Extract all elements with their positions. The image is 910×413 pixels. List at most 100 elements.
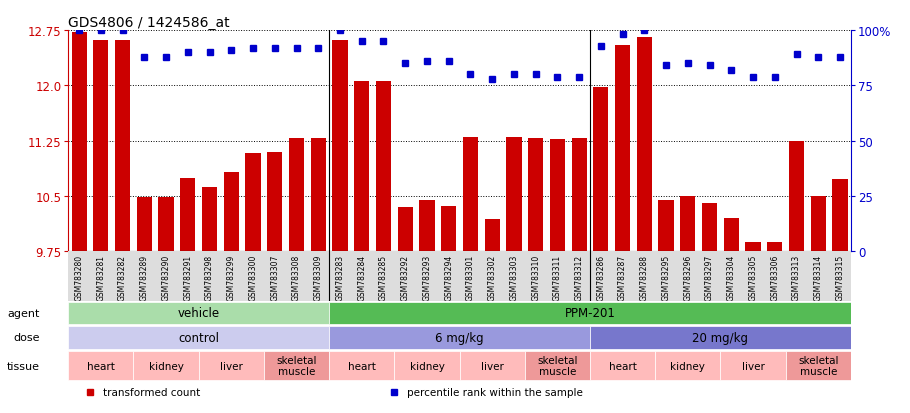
- Bar: [332, 40, 348, 252]
- Bar: [528, 139, 543, 252]
- Bar: [198, 351, 264, 380]
- Text: GSM783297: GSM783297: [705, 254, 714, 300]
- Bar: [136, 198, 152, 252]
- Bar: [785, 351, 851, 380]
- Text: 6 mg/kg: 6 mg/kg: [435, 331, 484, 344]
- Text: GSM783296: GSM783296: [683, 254, 693, 300]
- Bar: [460, 351, 525, 380]
- Bar: [115, 40, 130, 252]
- Text: agent: agent: [7, 308, 40, 318]
- Bar: [789, 141, 804, 252]
- Text: liver: liver: [480, 361, 503, 371]
- Text: GDS4806 / 1424586_at: GDS4806 / 1424586_at: [68, 16, 230, 30]
- Text: GSM783299: GSM783299: [227, 254, 236, 300]
- Bar: [593, 88, 609, 252]
- Text: GSM783284: GSM783284: [358, 254, 366, 300]
- Bar: [93, 40, 108, 252]
- Text: GSM783292: GSM783292: [400, 254, 410, 300]
- Text: GSM783287: GSM783287: [618, 254, 627, 300]
- Text: GSM783304: GSM783304: [727, 254, 736, 300]
- Text: tissue: tissue: [7, 361, 40, 371]
- Bar: [484, 219, 500, 252]
- Text: kidney: kidney: [148, 361, 184, 371]
- Text: GSM783310: GSM783310: [531, 254, 541, 300]
- Text: GSM783303: GSM783303: [510, 254, 519, 300]
- Text: GSM783308: GSM783308: [292, 254, 301, 300]
- Text: kidney: kidney: [671, 361, 705, 371]
- Bar: [310, 139, 326, 252]
- Bar: [264, 351, 329, 380]
- Text: control: control: [178, 331, 219, 344]
- Text: GSM783290: GSM783290: [162, 254, 170, 300]
- Bar: [637, 38, 652, 252]
- Text: GSM783309: GSM783309: [314, 254, 323, 300]
- Text: GSM783302: GSM783302: [488, 254, 497, 300]
- Bar: [702, 204, 717, 252]
- Bar: [441, 206, 456, 252]
- Text: GSM783305: GSM783305: [749, 254, 757, 300]
- Bar: [68, 326, 329, 349]
- Bar: [268, 152, 282, 252]
- Bar: [246, 154, 260, 252]
- Bar: [615, 46, 631, 252]
- Text: GSM783315: GSM783315: [835, 254, 844, 300]
- Text: liver: liver: [220, 361, 243, 371]
- Bar: [68, 351, 134, 380]
- Text: GSM783285: GSM783285: [379, 254, 388, 300]
- Text: GSM783288: GSM783288: [640, 254, 649, 300]
- Bar: [767, 242, 783, 252]
- Text: GSM783295: GSM783295: [662, 254, 671, 300]
- Text: kidney: kidney: [410, 361, 444, 371]
- Text: GSM783298: GSM783298: [205, 254, 214, 300]
- Bar: [550, 140, 565, 252]
- Text: PPM-201: PPM-201: [564, 307, 615, 320]
- Text: GSM783312: GSM783312: [574, 254, 583, 300]
- Text: GSM783289: GSM783289: [140, 254, 149, 300]
- Text: skeletal
muscle: skeletal muscle: [277, 355, 317, 377]
- Text: heart: heart: [609, 361, 636, 371]
- Text: GSM783283: GSM783283: [336, 254, 345, 300]
- Text: vehicle: vehicle: [177, 307, 219, 320]
- Text: heart: heart: [87, 361, 115, 371]
- Text: transformed count: transformed count: [103, 387, 200, 397]
- Bar: [180, 179, 196, 252]
- Bar: [354, 82, 369, 252]
- Bar: [329, 302, 851, 325]
- Text: GSM783282: GSM783282: [118, 254, 127, 300]
- Bar: [811, 197, 826, 252]
- Bar: [420, 200, 435, 252]
- Bar: [525, 351, 590, 380]
- Text: GSM783311: GSM783311: [553, 254, 561, 300]
- Bar: [224, 172, 239, 252]
- Bar: [134, 351, 198, 380]
- Bar: [158, 197, 174, 252]
- Bar: [329, 326, 590, 349]
- Text: GSM783280: GSM783280: [75, 254, 84, 300]
- Text: GSM783313: GSM783313: [792, 254, 801, 300]
- Text: GSM783314: GSM783314: [814, 254, 823, 300]
- Bar: [659, 200, 673, 252]
- Text: skeletal
muscle: skeletal muscle: [537, 355, 578, 377]
- Text: GSM783301: GSM783301: [466, 254, 475, 300]
- Bar: [680, 197, 695, 252]
- Text: GSM783291: GSM783291: [183, 254, 192, 300]
- Text: 20 mg/kg: 20 mg/kg: [693, 331, 748, 344]
- Text: GSM783300: GSM783300: [248, 254, 258, 300]
- Bar: [833, 180, 847, 252]
- Bar: [463, 138, 478, 252]
- Text: GSM783281: GSM783281: [96, 254, 106, 300]
- Text: liver: liver: [742, 361, 764, 371]
- Text: dose: dose: [14, 332, 40, 343]
- Bar: [590, 351, 655, 380]
- Text: percentile rank within the sample: percentile rank within the sample: [408, 387, 583, 397]
- Bar: [723, 218, 739, 252]
- Bar: [571, 139, 587, 252]
- Text: GSM783307: GSM783307: [270, 254, 279, 300]
- Bar: [590, 326, 851, 349]
- Text: skeletal
muscle: skeletal muscle: [798, 355, 838, 377]
- Bar: [721, 351, 785, 380]
- Bar: [398, 208, 413, 252]
- Text: GSM783294: GSM783294: [444, 254, 453, 300]
- Text: GSM783306: GSM783306: [770, 254, 779, 300]
- Bar: [68, 302, 329, 325]
